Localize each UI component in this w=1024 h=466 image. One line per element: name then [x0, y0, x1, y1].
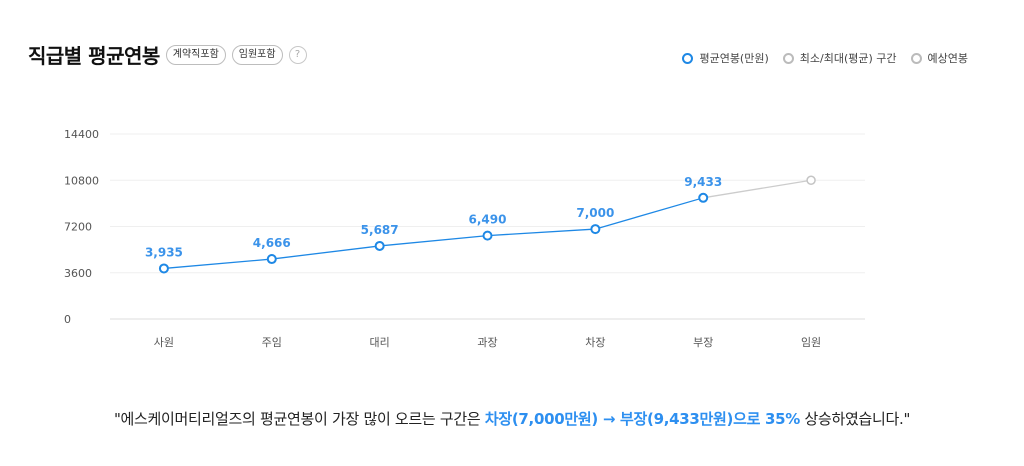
x-tick-label: 임원: [801, 336, 821, 349]
y-tick-label: 7200: [64, 221, 92, 234]
summary-prefix: "에스케이머티리얼즈의 평균연봉이 가장 많이 오르는 구간은: [113, 410, 485, 428]
x-tick-label: 주임: [262, 336, 282, 349]
legend-circle-icon: [682, 52, 694, 64]
legend-label: 평균연봉(만원): [699, 52, 769, 65]
data-point: [698, 192, 709, 203]
x-tick-label: 사원: [154, 336, 174, 349]
data-point: [374, 240, 385, 251]
legend-circle-icon: [782, 52, 794, 64]
legend-item-expected-salary[interactable]: 예상연봉: [910, 50, 968, 66]
y-tick-label: 3600: [64, 267, 92, 280]
x-tick-label: 차장: [585, 336, 605, 349]
average-salary-line: [163, 197, 704, 270]
y-tick-label: 10800: [64, 174, 99, 187]
data-point: [482, 230, 493, 241]
data-label: 5,687: [361, 223, 399, 237]
data-label: 6,490: [469, 213, 507, 227]
summary-text: "에스케이머티리얼즈의 평균연봉이 가장 많이 오르는 구간은 차장(7,000…: [0, 408, 1024, 429]
x-tick-label: 대리: [370, 336, 390, 349]
data-label: 4,666: [253, 236, 291, 250]
y-tick-label: 0: [64, 313, 71, 326]
summary-suffix: 상승하였습니다.": [800, 410, 911, 428]
x-tick-label: 과장: [477, 336, 497, 349]
executive-included-badge[interactable]: 임원포함: [231, 44, 283, 65]
data-point: [158, 263, 169, 274]
y-tick-label: 14400: [64, 128, 99, 141]
page-title: 직급별 평균연봉: [28, 44, 160, 68]
legend-item-min-max-range[interactable]: 최소/최대(평균) 구간: [782, 50, 897, 66]
data-point: [266, 254, 277, 265]
legend-item-average-salary[interactable]: 평균연봉(만원): [682, 50, 769, 66]
summary-highlight: 차장(7,000만원) → 부장(9,433만원)으로 35%: [484, 410, 801, 428]
contract-included-badge[interactable]: 계약직포함: [165, 44, 226, 65]
x-tick-label: 부장: [693, 336, 713, 349]
chart-header: 직급별 평균연봉 계약직포함 임원포함 ?: [28, 40, 307, 69]
expected-salary-point: [806, 175, 816, 185]
data-label: 3,935: [145, 245, 183, 259]
expected-salary-line: [703, 179, 812, 199]
data-point: [590, 224, 601, 235]
legend-label: 최소/최대(평균) 구간: [799, 52, 897, 65]
data-label: 9,433: [684, 175, 722, 189]
legend-label: 예상연봉: [927, 52, 968, 65]
legend-circle-icon: [910, 52, 922, 64]
data-label: 7,000: [576, 206, 614, 220]
help-icon[interactable]: ?: [288, 45, 307, 64]
chart-legend: 평균연봉(만원) 최소/최대(평균) 구간 예상연봉: [668, 50, 968, 66]
salary-line-chart: 14400 10800 7200 3600 0 사원 주임 대리 과장 차장 부장 임원 3,935 4,…: [64, 128, 865, 349]
